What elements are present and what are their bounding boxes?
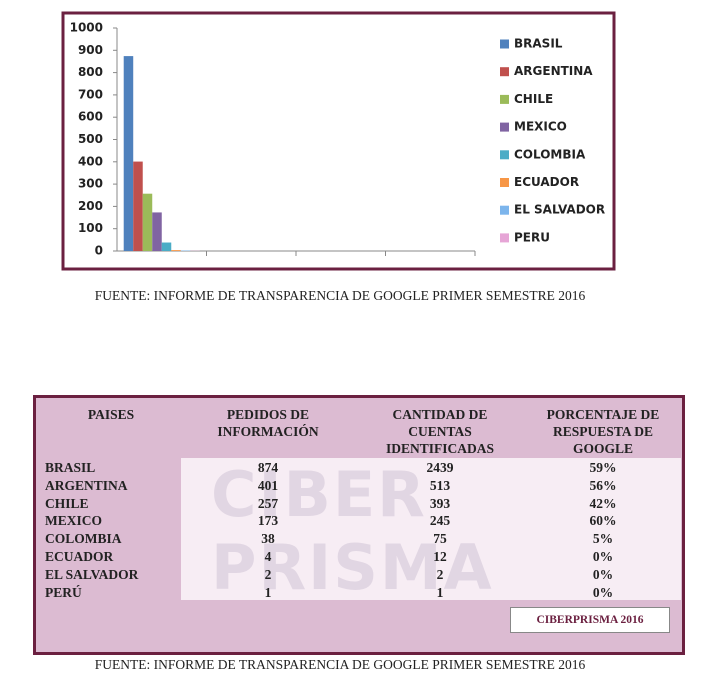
cell: 5% (592, 531, 614, 547)
y-tick-label: 400 (78, 154, 103, 168)
cell: 2 (264, 566, 272, 582)
y-tick-label: 0 (95, 244, 103, 258)
bar (133, 161, 143, 251)
legend-label: BRASIL (514, 37, 563, 51)
cell: 4 (264, 549, 272, 564)
y-tick-label: 700 (78, 87, 103, 101)
bar (161, 242, 172, 251)
legend-label: ARGENTINA (514, 64, 593, 78)
y-tick-label: 500 (78, 132, 103, 146)
country: CHILE (45, 495, 89, 511)
bar (142, 193, 153, 251)
cell: 401 (257, 477, 279, 493)
legend-swatch (500, 67, 509, 77)
cell: 2439 (426, 460, 454, 475)
bar (123, 56, 134, 252)
cell: 56% (589, 477, 617, 493)
cell: 173 (257, 513, 279, 529)
cell: 393 (429, 495, 451, 511)
caption: FUENTE: INFORME DE TRANSPARENCIA DE GOOG… (94, 288, 586, 303)
y-tick-label: 600 (78, 110, 103, 124)
country: EL SALVADOR (45, 566, 139, 582)
cell: 0% (592, 566, 614, 582)
badge: CIBERPRISMA 2016 (510, 607, 670, 633)
cell: 75 (433, 531, 447, 547)
column-header: PORCENTAJE DE RESPUESTA DE GOOGLE (546, 407, 660, 456)
legend-label: EL SALVADOR (514, 203, 605, 217)
cell: 60% (589, 513, 617, 529)
legend-swatch (500, 150, 509, 160)
cell: 1 (436, 584, 444, 600)
cell: 12 (433, 549, 447, 564)
y-tick-label: 300 (78, 177, 103, 191)
cell: 245 (429, 513, 451, 529)
chart: 0 100 200 300 400 500 600 700 800 900 1000 BRASIL AR… (61, 11, 616, 271)
legend-label: ECUADOR (514, 175, 579, 189)
cell: 0% (592, 584, 614, 600)
column-header: CANTIDAD DE CUENTAS IDENTIFICADAS (385, 407, 495, 456)
country: MEXICO (45, 513, 102, 529)
cell: 513 (429, 477, 451, 493)
cell: 38 (261, 531, 275, 547)
cell: 257 (257, 495, 279, 511)
country: COLOMBIA (45, 531, 122, 547)
legend-label: MEXICO (514, 120, 567, 134)
legend-label: PERU (514, 230, 550, 244)
bar (171, 250, 181, 251)
cell: 874 (257, 460, 279, 475)
bar (152, 212, 162, 251)
legend-label: CHILE (514, 92, 553, 106)
y-tick-label: 100 (78, 221, 103, 235)
cell: 1 (264, 584, 272, 600)
y-tick-label: 200 (78, 199, 103, 213)
cell: 2 (436, 566, 444, 582)
column-header: PEDIDOS DE INFORMACIÓN (217, 407, 319, 439)
caption: FUENTE: INFORME DE TRANSPARENCIA DE GOOG… (94, 657, 586, 672)
y-tick-label: 900 (78, 43, 103, 57)
column-header: PAISES (87, 407, 135, 422)
watermark: CIBER PRISMA (211, 458, 494, 604)
table: CIBER PRISMA CIBERPRISMA 2016 PAISES PEDI… (33, 395, 685, 655)
y-tick-label: 800 (78, 65, 103, 79)
country: BRASIL (45, 460, 96, 475)
cell: 42% (589, 495, 617, 511)
cell: 0% (592, 549, 614, 564)
country: ARGENTINA (45, 477, 128, 493)
country: PERÚ (45, 584, 82, 600)
legend-swatch (500, 94, 509, 104)
legend-swatch (500, 178, 509, 187)
table-body-bg (181, 458, 681, 600)
legend-swatch (500, 205, 509, 215)
legend-label: COLOMBIA (514, 147, 586, 161)
y-tick-label: 1000 (70, 21, 103, 35)
legend-swatch (500, 39, 509, 49)
cell: 59% (589, 460, 617, 475)
legend-swatch (500, 233, 509, 243)
country: ECUADOR (45, 549, 114, 564)
legend-swatch (500, 122, 509, 132)
